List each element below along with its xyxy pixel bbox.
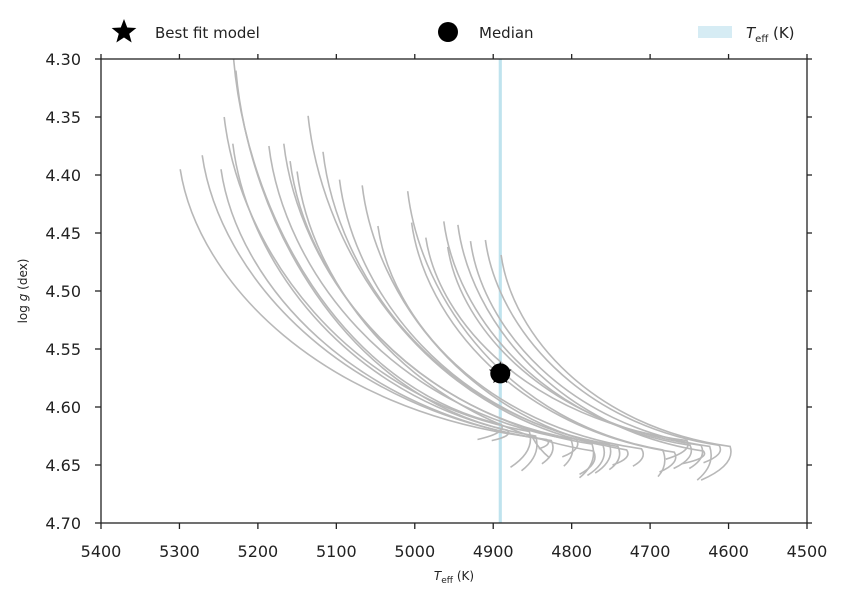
x-axis-title-unit: (K) xyxy=(453,569,474,583)
band-swatch-icon xyxy=(698,26,732,38)
track-line xyxy=(307,115,606,477)
y-tick-label: 4.40 xyxy=(45,166,81,185)
x-tick-label: 5200 xyxy=(238,542,279,561)
track-line xyxy=(232,143,538,472)
legend-median: Median xyxy=(438,22,534,42)
circle-icon xyxy=(438,22,458,42)
plot-area xyxy=(100,58,808,524)
y-axis: 4.30 4.35 4.40 4.45 4.50 4.55 4.60 4.65 4.70 xyxy=(45,50,812,533)
x-axis-title-sub: eff xyxy=(441,576,454,586)
tracks xyxy=(179,58,732,481)
x-axis-title-main: T xyxy=(434,569,443,583)
y-axis-title-post: (dex) xyxy=(16,259,30,294)
x-tick-label: 4700 xyxy=(630,542,671,561)
x-tick-label: 4600 xyxy=(708,542,749,561)
track-line xyxy=(457,224,706,465)
x-tick-label: 5400 xyxy=(81,542,122,561)
x-tick-label: 4900 xyxy=(473,542,514,561)
track-line xyxy=(235,70,510,442)
plot-frame xyxy=(100,58,808,524)
x-tick-label: 4800 xyxy=(551,542,592,561)
y-tick-label: 4.30 xyxy=(45,50,81,69)
legend-teff-sub: eff xyxy=(755,34,769,45)
y-axis-title: log g (dex) xyxy=(16,259,30,324)
track-line xyxy=(446,246,704,470)
y-axis-title-var: g xyxy=(16,293,30,301)
track-line xyxy=(425,237,689,460)
median-marker xyxy=(490,363,511,384)
track-line xyxy=(410,222,677,473)
track-line xyxy=(469,240,712,481)
track-line xyxy=(268,145,574,467)
track-line xyxy=(500,254,732,481)
y-tick-label: 4.45 xyxy=(45,224,81,243)
x-tick-label: 4500 xyxy=(787,542,828,561)
star-icon xyxy=(111,19,137,43)
y-tick-label: 4.35 xyxy=(45,108,81,127)
legend-teff-unit: (K) xyxy=(768,24,794,42)
legend-median-label: Median xyxy=(479,24,534,42)
y-tick-label: 4.65 xyxy=(45,456,81,475)
track-line xyxy=(201,155,550,450)
y-tick-label: 4.60 xyxy=(45,398,81,417)
track-line xyxy=(296,171,596,476)
legend-teff-band: Teff (K) xyxy=(698,24,795,45)
legend-teff-main: T xyxy=(746,24,757,42)
x-axis: 5400 5300 5200 5100 5000 4900 4800 4700 4600 4500 xyxy=(81,54,828,561)
track-line xyxy=(484,239,722,464)
y-tick-label: 4.70 xyxy=(45,514,81,533)
y-tick-label: 4.50 xyxy=(45,282,81,301)
legend-best-fit: Best fit model xyxy=(111,19,260,43)
legend-best-fit-label: Best fit model xyxy=(155,24,260,42)
x-axis-title: Teff (K) xyxy=(434,569,474,586)
y-axis-title-pre: log xyxy=(16,301,30,323)
x-tick-label: 5000 xyxy=(394,542,435,561)
track-line xyxy=(220,169,554,465)
y-tick-label: 4.55 xyxy=(45,340,81,359)
x-tick-label: 5300 xyxy=(159,542,200,561)
track-line xyxy=(377,225,645,467)
track-line xyxy=(179,169,551,459)
track-line xyxy=(289,160,595,479)
x-tick-label: 5100 xyxy=(316,542,357,561)
legend-teff-label: Teff (K) xyxy=(746,24,795,45)
track-line xyxy=(338,179,621,471)
track-line xyxy=(406,191,666,478)
legend: Best fit model Median Teff (K) xyxy=(111,19,795,45)
track-line xyxy=(361,185,629,466)
